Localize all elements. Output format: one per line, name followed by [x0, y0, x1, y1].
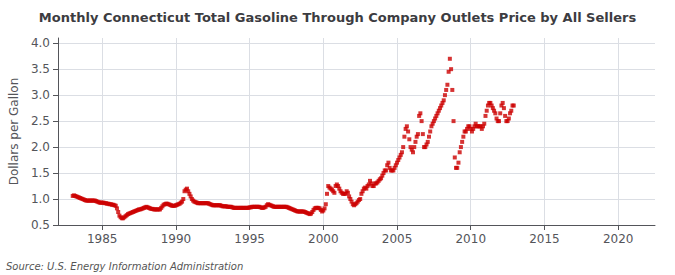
svg-text:3.0: 3.0	[31, 88, 50, 102]
svg-text:4.0: 4.0	[31, 36, 50, 50]
svg-text:2005: 2005	[382, 232, 413, 246]
svg-text:2020: 2020	[603, 232, 634, 246]
svg-text:Dollars per Gallon: Dollars per Gallon	[7, 78, 21, 186]
svg-text:2000: 2000	[308, 232, 339, 246]
svg-text:1995: 1995	[234, 232, 265, 246]
svg-text:1985: 1985	[87, 232, 118, 246]
svg-text:1.5: 1.5	[31, 166, 50, 180]
svg-text:Source: U.S. Energy Informatio: Source: U.S. Energy Information Administ…	[6, 261, 243, 272]
svg-text:2.5: 2.5	[31, 114, 50, 128]
svg-text:2.0: 2.0	[31, 140, 50, 154]
svg-text:2015: 2015	[529, 232, 560, 246]
svg-text:3.5: 3.5	[31, 62, 50, 76]
svg-text:1.0: 1.0	[31, 192, 50, 206]
svg-text:1990: 1990	[161, 232, 192, 246]
svg-text:2010: 2010	[455, 232, 486, 246]
svg-text:0.5: 0.5	[31, 218, 50, 232]
svg-text:Monthly Connecticut Total Gaso: Monthly Connecticut Total Gasoline Throu…	[39, 10, 637, 25]
